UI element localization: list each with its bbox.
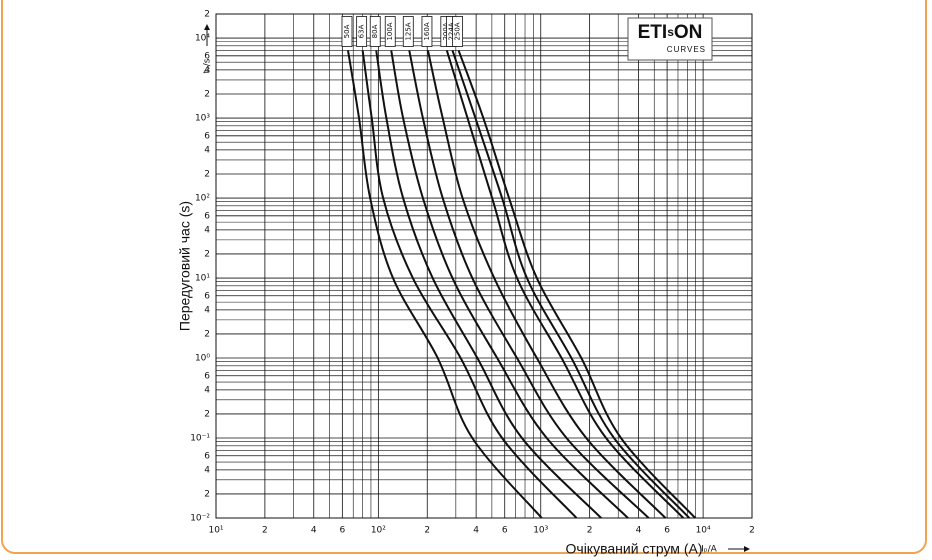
curve (445, 50, 685, 519)
plot-layer (215, 13, 753, 519)
y-tick-label: 4 (204, 145, 210, 155)
curve (375, 50, 602, 519)
curve (361, 50, 578, 519)
y-axis-label: Передуговий час (s) (177, 201, 193, 331)
x-tick-label: 10¹ (208, 526, 223, 536)
logo-box (627, 17, 713, 61)
logo-subtitle: CURVES (667, 45, 706, 54)
x-axis-label: Очікуваний струм (A) (566, 541, 703, 557)
legend-entry: 50A (341, 16, 353, 47)
legend-label: 80A (371, 24, 379, 38)
legend-label: 224A (447, 22, 455, 40)
legend-box (356, 16, 368, 47)
y-tick-label: 10⁻¹ (190, 434, 210, 444)
legend-label: 100A (386, 22, 394, 40)
curve (426, 50, 667, 519)
y-arrow-head (204, 24, 210, 30)
x-unit: Iₚ/A (701, 545, 718, 555)
x-tick-label: 2 (424, 526, 430, 536)
legend-box (341, 16, 353, 47)
y-tick-label: 2 (204, 409, 210, 419)
legend-box (369, 16, 381, 47)
x-tick-label: 2 (749, 526, 755, 536)
legend-label: 250A (454, 22, 462, 40)
y-tick-label: 6 (204, 451, 210, 461)
x-tick-label: 2 (587, 526, 593, 536)
y-tick-label: 4 (204, 465, 210, 475)
legend-entry: 100A (384, 16, 396, 47)
y-tick-label: 10² (195, 194, 210, 204)
x-arrow-head (744, 546, 750, 552)
curve (457, 50, 696, 519)
legend-label: 50A (343, 24, 351, 38)
y-tick-label: 4 (204, 305, 210, 315)
x-tick-label: 6 (502, 526, 508, 536)
legend-label: 200A (442, 22, 450, 40)
y-tick-label: 10⁴ (195, 34, 210, 44)
curve (408, 50, 650, 519)
y-tick-label: 10³ (195, 114, 210, 124)
legend-box (384, 16, 396, 47)
y-tick-label: 2 (204, 89, 210, 99)
legend-entry: 160A (421, 16, 433, 47)
plot-area (215, 13, 753, 519)
y-tick-label: 2 (204, 10, 210, 20)
x-tick-label: 6 (339, 526, 345, 536)
y-tick-label: 4 (204, 385, 210, 395)
y-tick-label: 10⁻² (190, 514, 210, 524)
logo-part: ETI (638, 22, 668, 43)
x-tick-label: 10⁴ (696, 526, 711, 536)
y-tick-label: 4 (204, 225, 210, 235)
y-tick-label: 10¹ (195, 274, 210, 284)
y-tick-label: 6 (204, 371, 210, 381)
logo-text: ETIsON (638, 22, 703, 43)
y-tick-label: 6 (204, 291, 210, 301)
legend-label: 125A (404, 22, 412, 40)
y-tick-label: 6 (204, 211, 210, 221)
x-tick-label: 4 (473, 526, 479, 536)
y-tick-label: 4 (204, 65, 210, 75)
x-tick-label: 10³ (533, 526, 548, 536)
legend-entry: 125A (402, 16, 414, 47)
legend-entry: 250A (452, 16, 464, 47)
logo-part: ON (674, 22, 703, 43)
y-tick-label: 2 (204, 329, 210, 339)
x-tick-label: 4 (636, 526, 642, 536)
legend-entry: 80A (369, 16, 381, 47)
legend-entry: 63A (356, 16, 368, 47)
curve (390, 50, 629, 519)
y-tick-label: 10⁰ (195, 354, 210, 364)
x-tick-label: 4 (311, 526, 317, 536)
y-tick-label: 2 (204, 169, 210, 179)
logo: ETIsON CURVES (627, 17, 713, 61)
curve (451, 50, 691, 519)
y-tick-label: 6 (204, 131, 210, 141)
curve (347, 50, 543, 519)
legend-box (421, 16, 433, 47)
x-tick-label: 2 (262, 526, 268, 536)
legend-label: 63A (358, 24, 366, 38)
x-tick-label: 6 (664, 526, 670, 536)
logo-part: s (667, 25, 674, 39)
y-tick-label: 2 (204, 489, 210, 499)
legend-box (452, 16, 464, 47)
x-tick-label: 10² (371, 526, 386, 536)
y-tick-label: 6 (204, 51, 210, 61)
legend-box (402, 16, 414, 47)
y-unit: tᵥ/s (203, 58, 213, 73)
legend-label: 160A (423, 22, 431, 40)
y-tick-label: 2 (204, 249, 210, 259)
